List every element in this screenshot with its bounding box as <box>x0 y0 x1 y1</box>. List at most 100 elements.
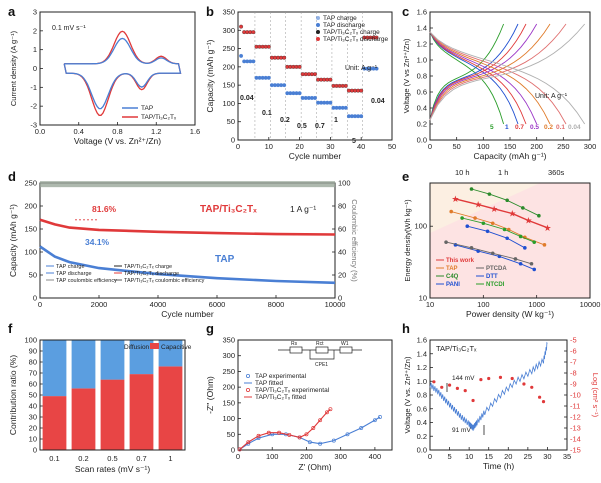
chart-b-ytick-label: 0 <box>231 136 235 145</box>
chart-h-point-logd <box>471 398 475 403</box>
chart-g-point-experimental <box>297 435 302 440</box>
chart-e-point <box>529 261 534 266</box>
chart-b-ytick-label: 250 <box>222 44 235 53</box>
chart-h-ytick-label: 1.0 <box>417 377 427 386</box>
chart-h-ytick-label: 1.6 <box>417 336 427 345</box>
chart-g-point-experimental <box>237 447 242 452</box>
chart-b-point-tap <box>282 83 287 88</box>
chart-d-y2tick-label: 100 <box>338 179 351 188</box>
chart-f-ytick-label: 30 <box>29 413 37 422</box>
chart-h-xtick-label: 20 <box>504 452 512 461</box>
chart-a-legend-label-hybrid: TAP/Ti₃C₂Tₓ <box>141 114 177 121</box>
chart-h-x-axis-label: Time (h) <box>483 461 514 471</box>
chart-e-xtick-label: 10000 <box>580 300 601 309</box>
chart-g-xtick-label: 400 <box>369 452 382 461</box>
chart-g-circuit-label: Rs <box>291 341 298 347</box>
chart-a-ytick-label: 0 <box>33 64 37 73</box>
chart-g-circuit-w1 <box>339 346 353 354</box>
chart-e-point <box>485 229 490 234</box>
chart-b-ytick-label: 300 <box>222 26 235 35</box>
chart-f-category-label: 0.1 <box>49 454 59 463</box>
chart-c-series-charge-line <box>429 23 551 121</box>
chart-e-x-axis-label: Power density (W kg⁻¹) <box>466 309 554 319</box>
chart-h-y2tick-label: -9 <box>570 380 577 389</box>
chart-g-circuit-label: Rct <box>316 341 324 347</box>
chart-c-rate-label: 0.7 <box>515 124 524 131</box>
chart-b-xtick-label: 10 <box>265 142 273 151</box>
chart-b-legend-label: TAP charge <box>323 15 357 22</box>
chart-f-bar-diffusion <box>158 340 183 367</box>
chart-c-series-discharge-line <box>429 31 586 125</box>
chart-c-series-discharge-line <box>429 31 519 125</box>
chart-g-point-experimental <box>318 441 323 446</box>
chart-e-y-axis-label: Energy density(Wh kg⁻¹) <box>403 199 412 282</box>
chart-b-x-axis-label: Cycle number <box>289 151 342 161</box>
chart-f-ytick-label: 20 <box>29 424 37 433</box>
chart-e-top-label: 1 h <box>498 168 508 177</box>
chart-c-series-charge-line <box>429 23 567 121</box>
chart-c-series-charge-line <box>429 23 527 121</box>
chart-f-bar-capacitive <box>100 379 125 450</box>
chart-e-point <box>505 198 509 203</box>
chart-d-x-axis-label: Cycle number <box>161 309 214 319</box>
chart-h-point-logd <box>463 389 467 393</box>
chart-c-ytick-label: 1.2 <box>417 40 427 49</box>
chart-c-xtick-label: 300 <box>584 142 597 151</box>
chart-g-ytick-label: 350 <box>222 336 235 345</box>
chart-d-ytick-label: 100 <box>24 248 37 257</box>
chart-e-legend-label: C4Q <box>446 274 459 280</box>
chart-g-ytick-label: 200 <box>222 383 235 392</box>
chart-g-x-axis-label: Z' (Ohm) <box>298 462 331 472</box>
chart-h-y2tick-label: -8 <box>570 369 577 378</box>
chart-b-rate-label: 1 <box>334 117 338 124</box>
chart-g-legend-marker <box>245 373 250 378</box>
chart-b-rate-label: 0.04 <box>371 98 385 105</box>
panel-label-b: b <box>206 4 214 19</box>
chart-c-series-charge-line <box>429 23 586 121</box>
chart-e-legend-label: This work <box>446 258 475 264</box>
chart-e-point-star: ★ <box>490 204 498 214</box>
chart-d-y2tick-label: 0 <box>338 294 342 303</box>
chart-g-circuit-rs <box>289 346 303 354</box>
chart-f-ytick-label: 40 <box>29 402 37 411</box>
chart-d-legend-label: TAP/Ti₃C₂Tₓ coulombic efficiency <box>124 278 205 284</box>
chart-b: 0 10 20 30 40 50 0 50 100 150 200 250 300 350 Cycle nu… <box>205 8 396 162</box>
chart-a-xtick-label: 1.6 <box>190 127 200 136</box>
chart-a-ytick-label: 2 <box>33 26 37 35</box>
chart-e-point <box>460 216 464 220</box>
chart-h: 0 5 10 15 20 25 30 35 0.0 0.2 0.4 0.6 0.8 1.0 1.2 1.4 1.… <box>403 336 600 472</box>
chart-b-rate-label: 0.5 <box>297 123 307 130</box>
chart-h-y2tick-label: -5 <box>570 336 577 345</box>
chart-g-circuit-rct <box>315 346 329 354</box>
chart-f-category-label: 0.7 <box>136 454 146 463</box>
chart-e-ytick-label: 10 <box>419 294 427 303</box>
chart-b-ytick-label: 350 <box>222 8 235 17</box>
chart-d-y-axis-label: Capacity (mAh g⁻¹) <box>8 204 18 277</box>
chart-b-y-axis-label: Capacity (mAh g⁻¹) <box>205 39 215 112</box>
chart-h-point-logd <box>455 386 459 390</box>
chart-c-series-discharge-line <box>429 31 551 125</box>
chart-g-point-experimental <box>345 432 350 437</box>
chart-c-series-discharge-line <box>429 31 505 125</box>
chart-a-ytick-label: -1 <box>30 83 37 92</box>
chart-h-y2tick-label: -13 <box>570 424 581 433</box>
chart-d-xtick-label: 2000 <box>91 300 108 309</box>
chart-g-circuit-label: CPE1 <box>315 362 328 368</box>
chart-c-xtick-label: 50 <box>452 142 460 151</box>
chart-h-ytick-label: 0.8 <box>417 391 427 400</box>
chart-h-xtick-label: 10 <box>465 452 473 461</box>
chart-h-ytick-label: 1.2 <box>417 363 427 372</box>
chart-b-point-tap <box>266 75 271 80</box>
chart-d-y2-axis-label: Coulombic efficiency (%) <box>350 199 359 282</box>
chart-e-top-label: 10 h <box>455 168 470 177</box>
panel-label-c: c <box>402 4 409 19</box>
chart-e-top-label: 360s <box>548 168 565 177</box>
chart-d-xtick-label: 10000 <box>325 300 346 309</box>
chart-e-legend-label: PANI <box>446 282 460 288</box>
chart-g-series-fitted-line <box>239 416 381 450</box>
chart-c-rate-label: 1 <box>505 124 509 131</box>
chart-c-xtick-label: 200 <box>530 142 543 151</box>
chart-h-y2tick-label: -7 <box>570 358 577 367</box>
panel-label-g: g <box>206 321 214 336</box>
chart-g-point-experimental <box>277 430 282 435</box>
